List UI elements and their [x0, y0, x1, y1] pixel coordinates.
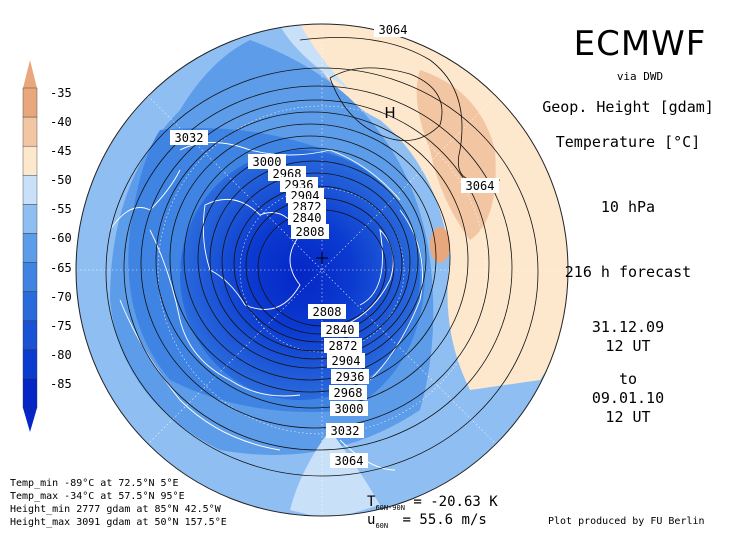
u-value: = 55.6 m/s — [402, 512, 487, 528]
init-time: 12 UT — [605, 337, 651, 355]
height-max-stat: Height_max 3091 gdam at 50°N 157.5°E — [10, 517, 227, 528]
svg-text:2968: 2968 — [334, 386, 363, 400]
valid-date: 09.01.10 — [591, 389, 665, 407]
legend-label: -45 — [50, 144, 72, 159]
contour-label: 2872 — [324, 338, 362, 353]
legend-bottom-arrow — [23, 408, 37, 432]
legend-color-box — [22, 291, 38, 321]
contour-label: 2968 — [329, 385, 367, 400]
source-note: via DWD — [616, 70, 664, 83]
legend-color-box — [22, 204, 38, 234]
zonal-wind: u60N = 55.6 m/s — [367, 512, 487, 530]
t-value: = -20.63 K — [413, 494, 498, 510]
contour-label: 3064 — [330, 453, 368, 468]
svg-text:3000: 3000 — [335, 402, 364, 416]
svg-text:2904: 2904 — [332, 354, 361, 368]
legend-color-box — [22, 320, 38, 351]
pressure-level: 10 hPa — [600, 198, 656, 216]
legend-color-boxes — [22, 87, 38, 409]
legend-color-box — [22, 87, 38, 118]
svg-text:3032: 3032 — [175, 131, 204, 145]
high-pressure-marker: H — [384, 104, 395, 122]
svg-text:2840: 2840 — [293, 211, 322, 225]
legend-label: -65 — [50, 260, 72, 275]
contour-label: 2808 — [291, 224, 329, 239]
credit-text: Plot produced by FU Berlin — [548, 516, 705, 527]
svg-text:2808: 2808 — [313, 305, 342, 319]
legend-color-box — [22, 349, 38, 380]
legend-color-box — [22, 116, 38, 147]
color-legend — [23, 60, 37, 432]
temp-max-stat: Temp_max -34°C at 57.5°N 95°E — [10, 491, 185, 502]
t-subscript: 60N-90N — [375, 503, 405, 512]
svg-text:3064: 3064 — [379, 23, 408, 37]
contour-label: 2840 — [288, 210, 326, 225]
contour-label: 3000 — [330, 401, 368, 416]
svg-text:3032: 3032 — [331, 424, 360, 438]
u-subscript: 60N — [375, 521, 389, 530]
legend-label: -60 — [50, 231, 72, 246]
u-symbol: u — [367, 512, 376, 528]
legend-color-box — [22, 262, 38, 292]
field-geopotential: Geop. Height [gdam] — [542, 98, 714, 116]
model-title: ECMWF — [573, 24, 707, 64]
field-temperature: Temperature [°C] — [555, 133, 701, 151]
svg-text:3064: 3064 — [335, 454, 364, 468]
valid-time: 12 UT — [605, 408, 651, 426]
contour-label: 2840 — [321, 322, 359, 337]
legend-label: -40 — [50, 115, 72, 130]
mean-temp-anomaly: T60N-90N = -20.63 K — [367, 494, 498, 512]
svg-text:3000: 3000 — [253, 155, 282, 169]
legend-label: -50 — [50, 173, 72, 188]
init-date: 31.12.09 — [591, 318, 665, 336]
contour-label: 2936 — [331, 369, 369, 384]
legend-label: -35 — [50, 86, 72, 100]
legend-color-box — [22, 378, 38, 409]
svg-text:3064: 3064 — [466, 179, 495, 193]
legend-label: -55 — [50, 202, 72, 217]
t-symbol: T — [367, 494, 376, 510]
legend-color-box — [22, 175, 38, 205]
contour-label: 3064 — [374, 22, 412, 37]
svg-text:2840: 2840 — [326, 323, 355, 337]
height-min-stat: Height_min 2777 gdam at 85°N 42.5°W — [10, 504, 221, 515]
contour-label: 3032 — [326, 423, 364, 438]
map-outline — [75, 23, 569, 517]
contour-labels: 3064 3032 3000 2968 2936 2904 2872 2840 … — [170, 22, 499, 468]
forecast-hours: 216 h forecast — [564, 263, 692, 281]
legend-color-box — [22, 233, 38, 263]
temp-min-stat: Temp_min -89°C at 72.5°N 5°E — [10, 478, 179, 489]
legend-top-arrow — [23, 60, 37, 88]
contour-label: 3064 — [461, 178, 499, 193]
legend-label: -70 — [50, 289, 72, 304]
legend-color-box — [22, 145, 38, 176]
lat-lon-grid — [76, 24, 568, 516]
contour-label: 2808 — [308, 304, 346, 319]
to-label: to — [618, 370, 638, 388]
contour-label: 3000 — [248, 154, 286, 169]
svg-text:2872: 2872 — [329, 339, 358, 353]
contour-label: 2904 — [327, 353, 365, 368]
contour-label: 3032 — [170, 130, 208, 145]
svg-text:2936: 2936 — [336, 370, 365, 384]
legend-label: -80 — [50, 347, 72, 362]
legend-label: -85 — [50, 376, 72, 391]
svg-text:2808: 2808 — [296, 225, 325, 239]
legend-label: -75 — [50, 318, 72, 333]
pole-marker — [316, 252, 328, 264]
